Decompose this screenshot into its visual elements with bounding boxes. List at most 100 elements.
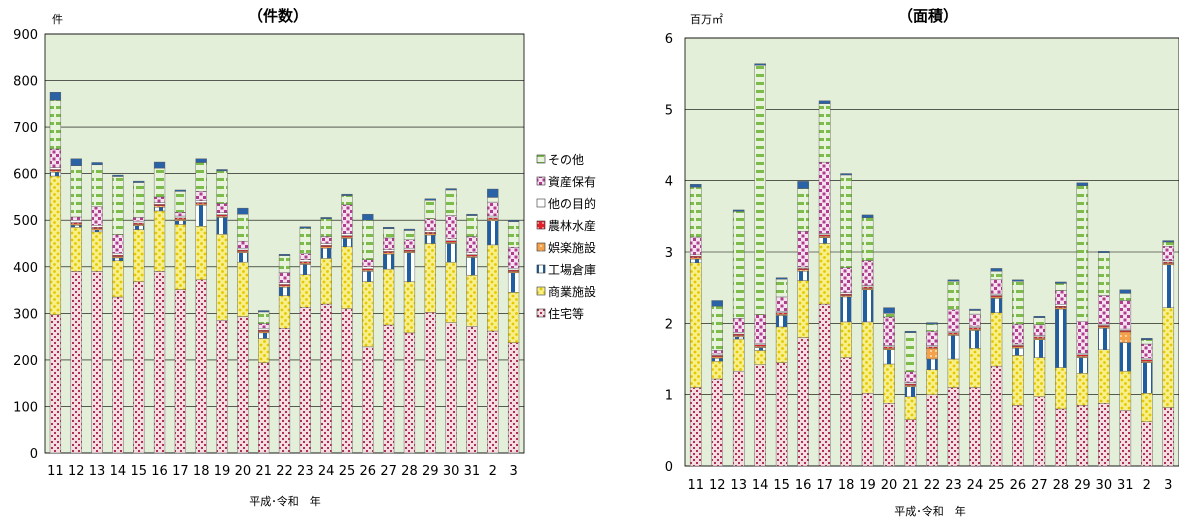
y-tick-label: 600 (13, 168, 38, 183)
x-tick-label: 15 (773, 478, 790, 493)
bar-segment-entertainment (320, 246, 332, 249)
bars (49, 91, 520, 454)
x-tick-label: 28 (1053, 478, 1070, 493)
bar-segment-factory-warehouse (1012, 348, 1024, 356)
bar-segment-misc (91, 164, 103, 207)
y-tick-label: 100 (13, 400, 38, 415)
bar-segment-housing (732, 370, 745, 467)
bar-segment-other-purpose (320, 243, 332, 246)
x-tick-label: 11 (687, 478, 704, 493)
bar-segment-housing (1076, 405, 1089, 467)
bar-segment-misc (237, 213, 249, 242)
bar-segment-misc (990, 271, 1003, 281)
bar-segment-misc (1119, 293, 1132, 301)
bar-segment-factory-warehouse (487, 220, 499, 246)
x-ticks: 11 12 13 14 15 16 17 18 19 20 21 22 23 24 25 26 27 28 29 30… (47, 464, 518, 479)
bar-segment-housing (278, 328, 291, 454)
x-tick-label: 2 (489, 464, 497, 479)
bar-segment-commercial (320, 258, 332, 305)
legend-swatch-housing (536, 308, 546, 318)
bar-segment-agriculture (732, 333, 745, 336)
bar-segment-asset-holding (754, 314, 766, 344)
bar-segment-commercial (258, 338, 270, 363)
bar-segment-housing (818, 303, 831, 467)
bar-segment-agriculture (1055, 306, 1067, 308)
bar-segment-asset-holding (1119, 300, 1132, 330)
bar-segment-agriculture (258, 329, 270, 332)
bar-segment-entertainment (133, 224, 145, 227)
y-tick-label: 2 (665, 317, 673, 332)
bar-segment-cap (258, 310, 270, 313)
bar-segment-asset-holding (216, 203, 228, 213)
bar-segment-housing (49, 314, 62, 454)
bar-segment-other-purpose (1119, 328, 1132, 331)
bar-segment-commercial (1076, 373, 1089, 406)
y-tick-label: 0 (665, 460, 673, 475)
bar-segment-cap (1055, 281, 1067, 284)
bar-segment-commercial (174, 224, 186, 290)
bar-segment-commercial (754, 350, 766, 365)
bar-segment-misc (153, 167, 166, 198)
bar-segment-asset-holding (969, 313, 981, 327)
bar-segment-misc (689, 186, 702, 238)
x-tick-label: 12 (709, 478, 726, 493)
bar-segment-entertainment (1162, 263, 1175, 266)
bar-segment-commercial (926, 369, 938, 395)
bar-segment-factory-warehouse (689, 258, 702, 263)
bar-segment-entertainment (1033, 338, 1046, 340)
bar-segment-cap (487, 188, 499, 198)
bar-segment-asset-holding (341, 204, 353, 234)
x-tick-label: 19 (214, 464, 231, 479)
bar-segment-asset-holding (362, 259, 374, 267)
bar-segment-other-purpose (258, 328, 270, 331)
bar-segment-factory-warehouse (1119, 342, 1132, 372)
legend-label-entertainment: 娯楽施設 (548, 240, 596, 255)
bar-segment-misc (1033, 317, 1046, 325)
bar-segment-entertainment (1076, 355, 1089, 358)
bar-segment-agriculture (1140, 359, 1153, 362)
bar-segment-asset-holding (153, 196, 166, 203)
bar-segment-housing (195, 279, 207, 454)
bar-segment-other-purpose (216, 212, 228, 215)
bar-segment-other-purpose (883, 345, 895, 348)
bar-segment-commercial (195, 226, 207, 281)
bar-segment-agriculture (1162, 261, 1175, 264)
bar-segment-misc (754, 64, 766, 315)
bar-segment-cap (775, 277, 788, 280)
bar-segment-agriculture (70, 222, 82, 225)
x-tick-label: 30 (1096, 478, 1113, 493)
bar-segment-agriculture (1119, 330, 1132, 333)
bar-segment-factory-warehouse (818, 237, 831, 244)
bar-segment-asset-holding (1098, 295, 1110, 325)
bar-segment-factory-warehouse (112, 257, 124, 261)
bar-segment-agriculture (91, 227, 103, 229)
bar-segment-misc (195, 162, 207, 192)
bar-segment-entertainment (237, 251, 249, 254)
bar-segment-agriculture (445, 240, 457, 243)
bar-segment-misc (112, 176, 124, 235)
bar-segment-agriculture (216, 214, 228, 217)
bar-segment-misc (1076, 185, 1089, 322)
bar-segment-housing (926, 394, 938, 467)
bar-segment-asset-holding (1055, 290, 1067, 305)
bar-segment-other-purpose (926, 345, 938, 348)
bar-segment-agriculture (299, 261, 311, 264)
bar-segment-agriculture (320, 245, 332, 247)
bar-segment-other-purpose (1162, 260, 1175, 263)
bar-segment-commercial (1033, 357, 1046, 398)
bar-segment-housing (1098, 403, 1110, 467)
bar-segment-commercial (947, 358, 960, 388)
bar-segment-cap (818, 100, 831, 104)
bar-segment-misc (797, 188, 809, 232)
bar-segment-cap (1012, 279, 1024, 282)
bar-segment-entertainment (362, 269, 374, 272)
bar-segment-commercial (1140, 393, 1153, 422)
bar-segment-agriculture (840, 293, 852, 296)
bar-segment-factory-warehouse (174, 220, 186, 225)
bar-segment-asset-holding (237, 240, 249, 249)
x-tick-label: 18 (193, 464, 210, 479)
bar-segment-asset-holding (1012, 323, 1024, 345)
bar-segment-cap (174, 189, 186, 192)
bar-segment-housing (990, 365, 1003, 467)
